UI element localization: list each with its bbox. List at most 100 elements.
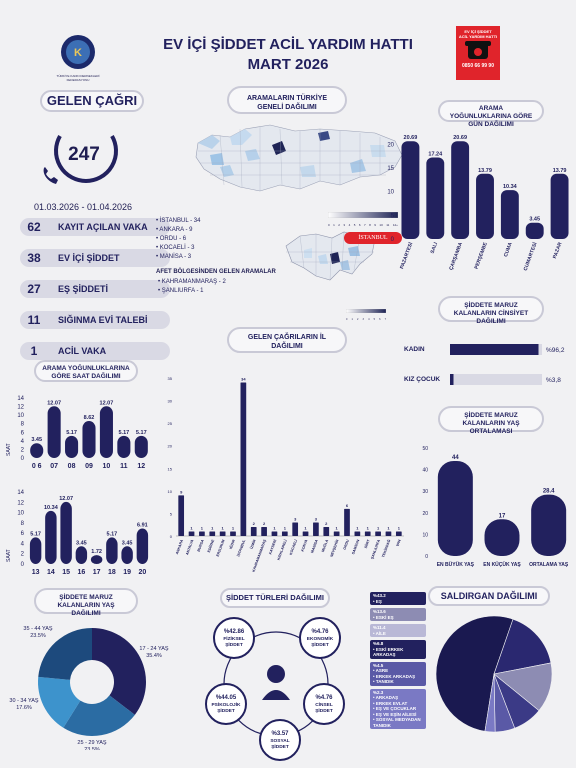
pie-slice <box>484 673 496 733</box>
legend-tick: 4 <box>348 223 351 227</box>
hours-title: ARAMA YOĞUNLUKLARINA GÖRE SAAT DAĞILIMI <box>42 365 130 380</box>
x-tick-label: PAZAR <box>552 241 564 259</box>
y-tick-label: 10 <box>422 532 428 538</box>
data-label: 3.45 <box>122 540 133 546</box>
bar <box>364 531 371 536</box>
data-label: 20.69 <box>404 135 418 141</box>
data-label: 6.91 <box>137 522 148 528</box>
bar <box>302 531 309 536</box>
x-tick-label: 14 <box>47 569 55 576</box>
bar <box>531 494 567 556</box>
y-tick-label: 8 <box>21 422 25 428</box>
data-label: 5.17 <box>66 430 77 436</box>
bar <box>75 546 88 564</box>
x-tick-label: 16 <box>77 569 85 576</box>
x-tick-label: MUĞLA <box>320 538 329 552</box>
x-tick-label: CUMARTESİ <box>522 241 539 272</box>
data-label: 3 <box>294 516 297 521</box>
violence-type-bubble <box>259 719 301 761</box>
y-tick-label: 4 <box>21 439 25 445</box>
bar <box>30 443 44 458</box>
provinces-chart: 0 5 10 15 20 25 30 35 9 ANKARA 1 ANTALYA 1 BURSA 1 EDİR… <box>168 376 404 572</box>
x-tick-label: PERŞEMBE <box>474 241 489 270</box>
legend-label: • ESKİ ERKEK ARKADAŞ <box>373 646 404 658</box>
data-label: 1 <box>304 525 307 530</box>
bar <box>550 173 569 239</box>
data-label: 1 <box>211 525 214 530</box>
stat-label: KAYIT AÇILAN VAKA <box>58 222 148 232</box>
legend-value: %4.5 <box>373 662 384 668</box>
afet-item: • ŞANLIURFA - 1 <box>158 288 204 294</box>
pie-slice <box>92 628 147 715</box>
x-tick-label: 09 <box>85 463 93 470</box>
bar <box>106 537 118 564</box>
y-tick-label: 30 <box>422 489 428 495</box>
stat-row: 38 EV İÇİ ŞİDDET <box>20 249 170 267</box>
x-tick-label: KIRKLARELİ <box>277 539 288 561</box>
age-avg-title: ŞİDDETE MARUZ KALANLARIN YAŞ ORTALAMASI <box>462 412 520 435</box>
data-label: 1 <box>273 525 276 530</box>
legend-tick: 8 <box>369 223 371 227</box>
legend-tick: 7 <box>384 318 386 321</box>
y-tick-label: 10 <box>17 413 24 419</box>
slice-value: %44.05 <box>216 695 237 701</box>
bar <box>333 531 340 536</box>
data-label: 20.69 <box>453 135 467 141</box>
legend-tick: 3 <box>343 223 346 227</box>
x-tick-label: VAN <box>395 539 401 548</box>
calls-total: 247 <box>68 144 100 165</box>
legend-value: %2.3 <box>373 689 384 695</box>
map-title-box: ARAMALARIN TÜRKİYE GENELİ DAĞILIMI <box>227 86 347 114</box>
weekday-title: ARAMA YOĞUNLUKLARINA GÖRE GÜN DAĞILIMI <box>449 105 533 128</box>
x-tick-label: KOCAELİ <box>289 539 298 556</box>
person-icon <box>267 665 285 683</box>
logo-right-text2: ACİL YARDIM HATTI <box>458 34 498 39</box>
legend-label: • EŞ <box>373 598 382 604</box>
data-label: 1 <box>201 525 204 530</box>
legend-tick: 5 <box>353 223 356 227</box>
x-tick-label: EN BÜYÜK YAŞ <box>437 561 475 568</box>
data-label: 34 <box>241 377 246 382</box>
istanbul-badge: İSTANBUL <box>344 232 402 244</box>
data-label: 1 <box>367 525 370 530</box>
y-tick-label: 0 <box>21 456 25 462</box>
bar <box>134 435 148 458</box>
violence-type-bubble <box>205 683 247 725</box>
bar <box>29 537 42 564</box>
legend-tick: 3 <box>362 318 364 321</box>
slice-value: %3.57 <box>271 731 289 737</box>
bar <box>281 531 288 536</box>
x-tick-label: 11 <box>120 463 128 470</box>
provinces-title-box: GELEN ÇAĞRILARIN İL DAĞILIMI <box>227 327 347 353</box>
calls-total-circle <box>38 124 130 192</box>
data-label: 13.79 <box>478 168 492 174</box>
bar <box>437 460 473 556</box>
bar <box>47 406 61 458</box>
bar <box>90 555 103 564</box>
legend-label: • SOSYAL MEDYADAN TANIDIK <box>373 717 421 728</box>
data-label: 5.17 <box>30 531 41 537</box>
y-tick-label: 40 <box>422 468 428 474</box>
data-label: 1 <box>356 525 359 530</box>
x-tick-label: 13 <box>32 569 40 576</box>
data-label: 9 <box>180 489 183 494</box>
y-tick-label: 14 <box>17 396 24 402</box>
y-tick-label: 20 <box>168 444 173 449</box>
bar <box>323 526 330 536</box>
afet-item: • KAHRAMANMARAŞ - 2 <box>158 279 226 285</box>
data-label: 44 <box>452 455 459 461</box>
calls-date-range: 01.03.2026 - 01.04.2026 <box>33 202 133 212</box>
data-label: 1 <box>222 525 225 530</box>
slice-label: ŞİDDET <box>225 641 243 648</box>
age-dist-title: ŞİDDETE MARUZ KALANLARIN YAŞ DAĞILIMI <box>57 594 115 617</box>
y-tick-label: 14 <box>17 490 24 496</box>
slice-label: FİZİKSEL <box>223 635 244 642</box>
x-tick-label: ORDU <box>343 539 351 551</box>
x-tick-label: KAYSERİ <box>268 539 277 555</box>
x-tick-label: IĞDIR <box>228 538 236 549</box>
gender-chart: KADIN %96,2 KIZ ÇOCUK %3,8 <box>404 344 565 385</box>
legend-label: • TANIDIK <box>373 679 394 684</box>
gender-title: ŞİDDETE MARUZ KALANLARIN CİNSİYET DAĞILI… <box>453 302 529 325</box>
x-tick-label: EN KÜÇÜK YAŞ <box>483 561 521 568</box>
